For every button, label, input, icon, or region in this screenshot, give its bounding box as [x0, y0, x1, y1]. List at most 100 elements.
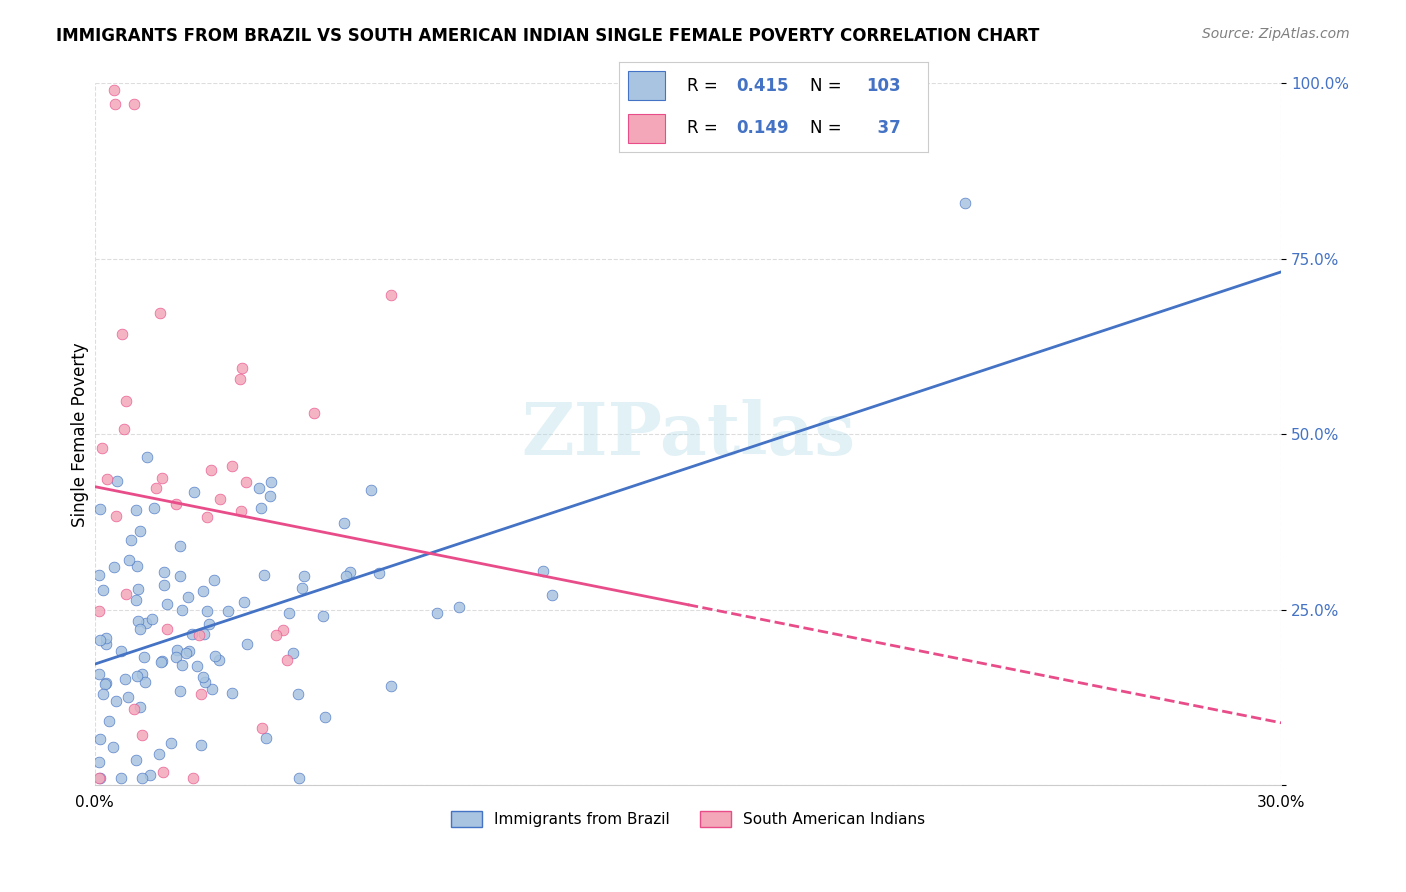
- Text: N =: N =: [810, 77, 848, 95]
- FancyBboxPatch shape: [628, 71, 665, 100]
- Point: [127, 669, 149, 683]
- Point: [247, 481, 270, 495]
- Point: [283, 646, 305, 660]
- Text: IMMIGRANTS FROM BRAZIL VS SOUTH AMERICAN INDIAN SINGLE FEMALE POVERTY CORRELATIO: IMMIGRANTS FROM BRAZIL VS SOUTH AMERICAN…: [56, 27, 1039, 45]
- Point: [231, 360, 253, 375]
- Point: [177, 644, 200, 658]
- Point: [132, 650, 155, 665]
- Point: [91, 687, 114, 701]
- Point: [208, 653, 231, 667]
- Point: [176, 590, 198, 604]
- Point: [166, 643, 188, 657]
- Point: [447, 600, 470, 615]
- Point: [150, 470, 173, 484]
- Point: [183, 485, 205, 500]
- Point: [426, 606, 449, 620]
- Point: [314, 709, 336, 723]
- Point: [125, 753, 148, 767]
- Point: [165, 496, 187, 510]
- Point: [191, 670, 214, 684]
- Point: [195, 604, 218, 618]
- Text: Source: ZipAtlas.com: Source: ZipAtlas.com: [1202, 27, 1350, 41]
- Point: [190, 687, 212, 701]
- Point: [174, 647, 197, 661]
- Point: [153, 578, 176, 592]
- Point: [94, 631, 117, 645]
- Point: [105, 475, 128, 489]
- Point: [89, 633, 111, 648]
- Point: [304, 407, 326, 421]
- Point: [229, 372, 252, 386]
- Text: R =: R =: [686, 77, 723, 95]
- Point: [291, 581, 314, 595]
- Point: [191, 583, 214, 598]
- Point: [165, 649, 187, 664]
- Point: [180, 626, 202, 640]
- Point: [152, 764, 174, 779]
- Point: [183, 771, 205, 785]
- Point: [339, 565, 361, 579]
- Point: [292, 568, 315, 582]
- Point: [120, 533, 142, 547]
- Point: [105, 693, 128, 707]
- Point: [335, 569, 357, 583]
- Point: [260, 475, 283, 489]
- Point: [131, 728, 153, 742]
- Point: [150, 655, 173, 669]
- Point: [259, 489, 281, 503]
- Text: 0.149: 0.149: [737, 120, 789, 137]
- Point: [953, 195, 976, 210]
- Point: [105, 509, 128, 524]
- Point: [103, 83, 125, 97]
- Point: [142, 501, 165, 516]
- Point: [264, 628, 287, 642]
- Point: [380, 679, 402, 693]
- Point: [98, 714, 121, 728]
- Point: [87, 604, 110, 618]
- Point: [169, 683, 191, 698]
- Point: [94, 637, 117, 651]
- Point: [89, 731, 111, 746]
- Point: [253, 568, 276, 582]
- Point: [288, 771, 311, 785]
- Point: [145, 481, 167, 495]
- Point: [541, 588, 564, 602]
- Point: [232, 595, 254, 609]
- Point: [221, 458, 243, 473]
- Point: [129, 622, 152, 636]
- Point: [277, 606, 299, 620]
- Point: [186, 658, 208, 673]
- Legend: Immigrants from Brazil, South American Indians: Immigrants from Brazil, South American I…: [444, 805, 931, 834]
- Point: [200, 463, 222, 477]
- Point: [134, 675, 156, 690]
- Text: 0.415: 0.415: [737, 77, 789, 95]
- Point: [169, 569, 191, 583]
- Text: ZIPatlas: ZIPatlas: [520, 399, 855, 470]
- Point: [187, 628, 209, 642]
- Point: [114, 587, 136, 601]
- Point: [531, 564, 554, 578]
- Point: [103, 97, 125, 112]
- Point: [217, 604, 239, 618]
- Point: [195, 510, 218, 524]
- Point: [235, 637, 257, 651]
- Point: [124, 97, 146, 112]
- Text: 37: 37: [866, 120, 901, 137]
- Point: [202, 573, 225, 587]
- Point: [148, 747, 170, 762]
- Point: [367, 566, 389, 581]
- Point: [103, 560, 125, 574]
- Point: [169, 539, 191, 553]
- Point: [250, 501, 273, 516]
- Point: [115, 394, 138, 409]
- Point: [160, 736, 183, 750]
- Point: [127, 614, 149, 628]
- Point: [135, 615, 157, 630]
- Point: [89, 502, 111, 516]
- Point: [122, 701, 145, 715]
- Point: [93, 676, 115, 690]
- Point: [333, 516, 356, 531]
- Point: [254, 731, 277, 745]
- Point: [198, 617, 221, 632]
- Point: [127, 582, 149, 596]
